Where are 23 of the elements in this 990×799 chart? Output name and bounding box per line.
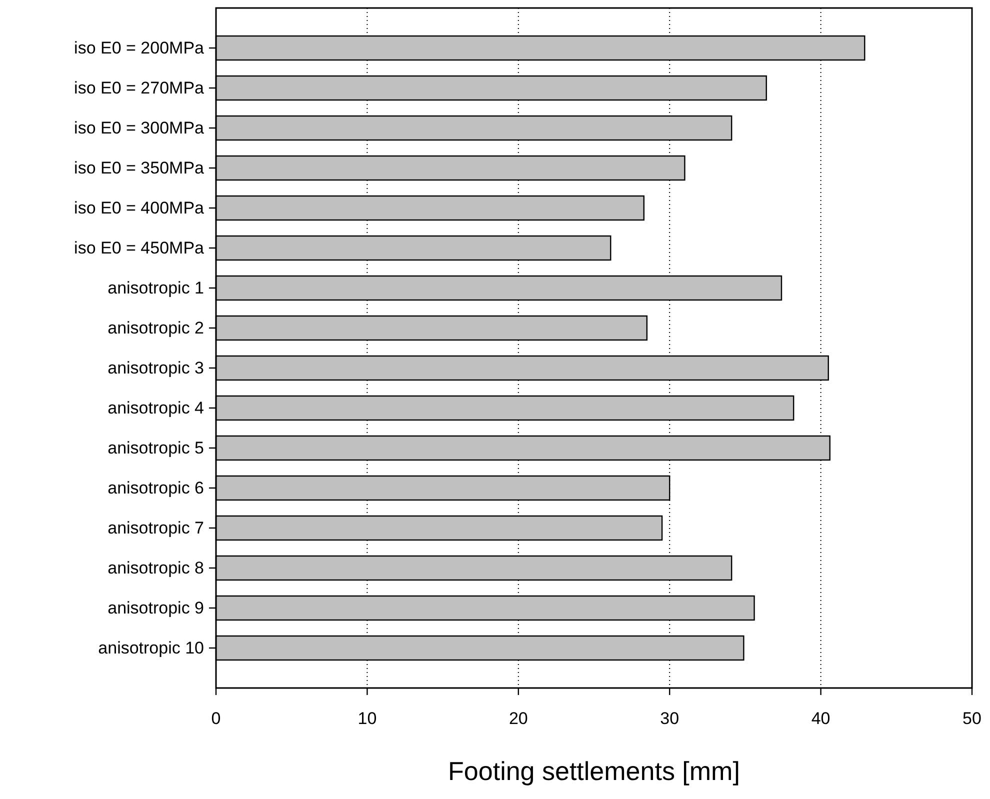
y-tick-label: anisotropic 4	[108, 398, 204, 418]
x-tick-label: 50	[962, 709, 982, 728]
y-tick-label: anisotropic 5	[108, 438, 204, 458]
x-tick-label: 40	[811, 709, 830, 728]
y-tick-label: iso E0 = 270MPa	[74, 78, 205, 98]
y-tick-label: iso E0 = 200MPa	[74, 38, 205, 58]
x-axis-title: Footing settlements [mm]	[448, 756, 740, 786]
y-tick-label: anisotropic 1	[108, 278, 204, 298]
x-tick-label: 0	[211, 709, 221, 728]
y-tick-label: iso E0 = 450MPa	[74, 238, 205, 258]
y-tick-label: anisotropic 9	[108, 598, 204, 618]
y-tick-label: iso E0 = 300MPa	[74, 118, 205, 138]
y-tick-label: anisotropic 6	[108, 478, 204, 498]
y-tick-label: anisotropic 10	[98, 638, 204, 658]
y-tick-label: anisotropic 7	[108, 518, 204, 538]
x-tick-label: 20	[508, 709, 528, 728]
y-tick-label: iso E0 = 350MPa	[74, 158, 205, 178]
y-tick-label: anisotropic 8	[108, 558, 204, 578]
y-tick-label: anisotropic 2	[108, 318, 204, 338]
y-tick-label: anisotropic 3	[108, 358, 204, 378]
x-tick-label: 10	[358, 709, 377, 728]
y-tick-label: iso E0 = 400MPa	[74, 198, 205, 218]
x-tick-label: 30	[660, 709, 680, 728]
